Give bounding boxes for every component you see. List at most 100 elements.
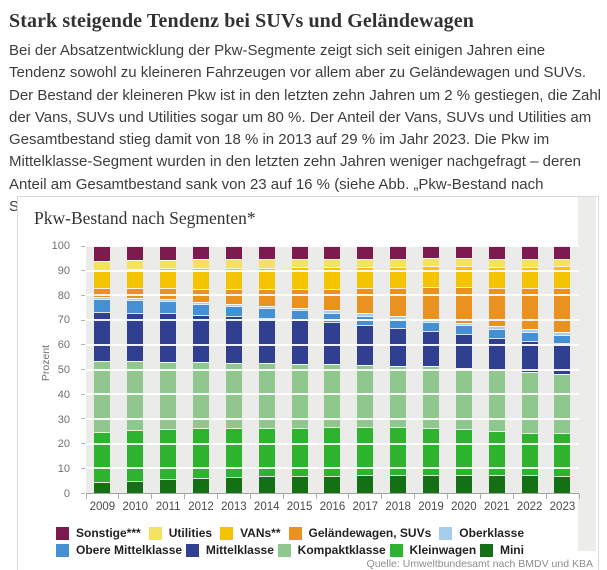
bar-segment-mini[interactable] xyxy=(324,475,341,493)
bar-segment-kompaktklasse[interactable] xyxy=(455,368,472,430)
bar-segment-vans[interactable] xyxy=(258,267,275,290)
bar-segment-obere-mittelklasse[interactable] xyxy=(127,300,144,313)
bar-segment-vans[interactable] xyxy=(160,268,177,288)
bar-segment-vans[interactable] xyxy=(225,267,242,290)
bar-segment-sonstige[interactable] xyxy=(324,246,341,259)
bar-segment-obere-mittelklasse[interactable] xyxy=(160,301,177,314)
bar-segment-kompaktklasse[interactable] xyxy=(258,363,275,428)
bar-segment-vans[interactable] xyxy=(291,267,308,289)
bar-segment-mittelklasse[interactable] xyxy=(193,314,209,363)
bar-segment-sonstige[interactable] xyxy=(390,246,407,259)
bar-segment-vans[interactable] xyxy=(324,267,341,289)
bar-segment-kompaktklasse[interactable] xyxy=(488,370,505,431)
bar-segment-kompaktklasse[interactable] xyxy=(324,364,341,428)
bar-segment-sonstige[interactable] xyxy=(455,246,472,259)
bar-segment-kompaktklasse[interactable] xyxy=(291,363,308,428)
bar-segment-mini[interactable] xyxy=(225,477,242,493)
legend-item-mini[interactable]: Mini xyxy=(479,543,524,557)
bar-segment-mini[interactable] xyxy=(390,475,407,493)
bar-segment-obere-mittelklasse[interactable] xyxy=(193,303,209,315)
bar-segment-kleinwagen[interactable] xyxy=(488,430,505,475)
legend-item-obere-mittelklasse[interactable]: Obere Mittelklasse xyxy=(56,543,182,557)
bar-segment-vans[interactable] xyxy=(193,268,209,289)
bar-segment-mini[interactable] xyxy=(193,477,209,493)
bar-segment-obere-mittelklasse[interactable] xyxy=(291,310,308,321)
bar-segment-kleinwagen[interactable] xyxy=(291,427,308,477)
bar-segment-sonstige[interactable] xyxy=(193,246,209,260)
bar-segment-sonstige[interactable] xyxy=(127,246,144,261)
bar-segment-gelaendewagen-suvs[interactable] xyxy=(160,287,177,300)
bar-segment-mittelklasse[interactable] xyxy=(324,322,341,365)
bar-segment-mini[interactable] xyxy=(127,480,144,493)
bar-segment-sonstige[interactable] xyxy=(423,246,440,259)
bar-segment-utilities[interactable] xyxy=(357,258,374,267)
legend-item-oberklasse[interactable]: Oberklasse xyxy=(439,526,524,540)
bar-segment-kleinwagen[interactable] xyxy=(193,428,209,478)
bar-segment-sonstige[interactable] xyxy=(291,246,308,260)
vertical-scrollbar[interactable] xyxy=(578,197,596,551)
bar-segment-obere-mittelklasse[interactable] xyxy=(258,307,275,319)
bar-segment-obere-mittelklasse[interactable] xyxy=(488,329,505,338)
bar-segment-gelaendewagen-suvs[interactable] xyxy=(291,288,308,309)
legend-item-sonstige[interactable]: Sonstige*** xyxy=(56,526,141,540)
bar-segment-oberklasse[interactable] xyxy=(488,326,505,330)
bar-segment-kompaktklasse[interactable] xyxy=(521,372,538,433)
bar-segment-obere-mittelklasse[interactable] xyxy=(324,312,341,323)
bar-segment-vans[interactable] xyxy=(357,266,374,288)
bar-segment-mini[interactable] xyxy=(488,474,505,493)
bar-segment-oberklasse[interactable] xyxy=(160,299,177,302)
bar-segment-gelaendewagen-suvs[interactable] xyxy=(127,287,144,299)
bar-segment-oberklasse[interactable] xyxy=(521,329,538,333)
bar-segment-utilities[interactable] xyxy=(225,259,242,268)
bar-segment-mini[interactable] xyxy=(94,481,111,493)
bar-segment-kleinwagen[interactable] xyxy=(258,427,275,477)
bar-segment-kompaktklasse[interactable] xyxy=(554,373,571,434)
bar-segment-vans[interactable] xyxy=(94,269,111,288)
bar-segment-mittelklasse[interactable] xyxy=(488,337,505,371)
legend-item-kompaktklasse[interactable]: Kompaktklasse xyxy=(277,543,386,557)
bar-segment-kleinwagen[interactable] xyxy=(324,427,341,476)
bar-segment-oberklasse[interactable] xyxy=(455,322,472,326)
bar-segment-oberklasse[interactable] xyxy=(554,331,571,335)
bar-segment-mittelklasse[interactable] xyxy=(423,330,440,367)
bar-segment-mittelklasse[interactable] xyxy=(258,318,275,364)
bar-segment-vans[interactable] xyxy=(390,266,407,288)
bar-segment-utilities[interactable] xyxy=(291,259,308,268)
bar-segment-kompaktklasse[interactable] xyxy=(193,362,209,429)
bar-segment-obere-mittelklasse[interactable] xyxy=(521,332,538,341)
bar-segment-utilities[interactable] xyxy=(324,258,341,268)
bar-segment-kleinwagen[interactable] xyxy=(390,427,407,476)
bar-segment-obere-mittelklasse[interactable] xyxy=(423,322,440,331)
bar-segment-gelaendewagen-suvs[interactable] xyxy=(225,289,242,304)
bar-segment-mittelklasse[interactable] xyxy=(127,312,144,362)
bar-segment-mini[interactable] xyxy=(291,476,308,493)
bar-segment-sonstige[interactable] xyxy=(225,246,242,260)
bar-segment-utilities[interactable] xyxy=(455,258,472,267)
bar-segment-kompaktklasse[interactable] xyxy=(390,365,407,428)
bar-segment-utilities[interactable] xyxy=(554,259,571,267)
bar-segment-vans[interactable] xyxy=(521,266,538,289)
bar-segment-sonstige[interactable] xyxy=(160,246,177,260)
bar-segment-mittelklasse[interactable] xyxy=(94,311,111,361)
legend-item-vans[interactable]: VANs** xyxy=(220,526,281,540)
bar-segment-kompaktklasse[interactable] xyxy=(127,361,144,431)
bar-segment-gelaendewagen-suvs[interactable] xyxy=(94,287,111,298)
bar-segment-kompaktklasse[interactable] xyxy=(94,360,111,432)
bar-segment-mini[interactable] xyxy=(423,474,440,493)
legend-item-gelaendewagen-suvs[interactable]: Geländewagen, SUVs xyxy=(288,526,431,540)
bar-segment-oberklasse[interactable] xyxy=(94,297,111,300)
bar-segment-sonstige[interactable] xyxy=(554,246,571,260)
bar-segment-vans[interactable] xyxy=(127,269,144,288)
bar-segment-kleinwagen[interactable] xyxy=(94,431,111,482)
bar-segment-mittelklasse[interactable] xyxy=(554,342,571,374)
bar-segment-oberklasse[interactable] xyxy=(127,298,144,301)
bar-segment-kleinwagen[interactable] xyxy=(357,427,374,476)
bar-segment-kompaktklasse[interactable] xyxy=(225,363,242,429)
bar-segment-mini[interactable] xyxy=(554,475,571,493)
bar-segment-gelaendewagen-suvs[interactable] xyxy=(390,287,407,317)
bar-segment-sonstige[interactable] xyxy=(258,246,275,260)
bar-segment-utilities[interactable] xyxy=(160,259,177,269)
bar-segment-gelaendewagen-suvs[interactable] xyxy=(423,287,440,320)
bar-segment-mini[interactable] xyxy=(357,475,374,493)
bar-segment-sonstige[interactable] xyxy=(357,246,374,259)
